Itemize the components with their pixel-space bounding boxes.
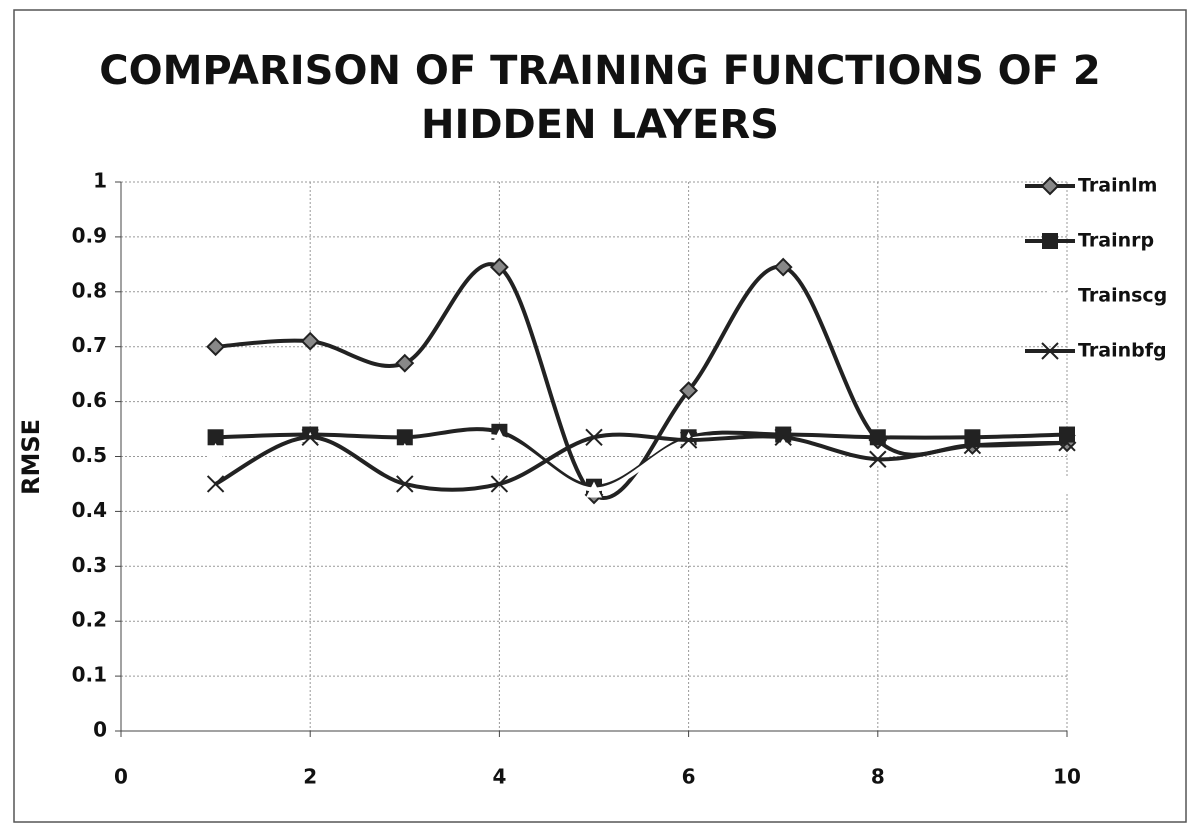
series-line [214,432,1068,492]
x-tick-label: 6 [682,765,696,789]
x-tick-label: 4 [492,765,506,789]
series-line [215,434,1068,492]
y-tick-label: 0.5 [72,443,107,467]
data-point [396,429,413,446]
data-point [489,257,509,277]
data-point [773,257,793,277]
x-tick-label: 0 [114,765,128,789]
legend-label: Trainlm [1078,175,1157,197]
data-point [869,429,886,446]
legend-label: Trainscg [1078,285,1167,307]
data-point [774,428,792,446]
data-point [302,432,319,449]
data-point [1058,434,1076,452]
data-point [301,428,319,446]
x-tick-label: 10 [1053,765,1081,789]
y-tick-label: 0.2 [72,608,107,632]
data-point [679,381,699,401]
data-point [964,464,981,481]
data-point [396,443,413,460]
y-tick-label: 0.3 [72,553,107,577]
data-point [963,436,982,455]
data-point [775,437,792,454]
data-point [679,431,698,449]
data-point [869,450,887,468]
data-point [207,429,224,446]
y-tick-label: 0.4 [72,498,107,522]
legend-marker [1041,342,1059,360]
y-tick-label: 0.8 [72,278,107,302]
x-tick-label: 8 [871,765,885,789]
y-tick-label: 0.6 [72,388,107,412]
y-tick-label: 0.1 [72,663,107,687]
legend-label: Trainrp [1078,230,1154,252]
data-point [1059,475,1075,492]
x-tick-label: 2 [303,765,317,789]
data-point [395,353,415,373]
data-point [490,475,509,493]
legend-label: Trainbfg [1078,340,1167,362]
y-tick-label: 0.7 [72,333,107,357]
data-point [964,429,981,446]
data-point [586,481,602,498]
chart-title: COMPARISON OF TRAINING FUNCTIONS OF 2 [99,48,1101,94]
data-point [585,428,603,446]
y-tick-label: 1 [93,169,107,193]
y-axis-label: RMSE [17,419,45,495]
data-point [206,475,225,493]
chart-title: HIDDEN LAYERS [421,102,779,148]
data-point [491,429,508,446]
data-point [207,443,224,460]
legend-marker [1042,288,1058,304]
legend-marker [1042,233,1058,249]
y-tick-label: 0.9 [72,223,107,247]
data-point [1059,426,1075,443]
data-point [396,475,414,493]
y-tick-label: 0 [93,718,107,742]
data-point [300,331,320,351]
data-point [206,337,226,357]
legend-marker [1040,176,1060,196]
